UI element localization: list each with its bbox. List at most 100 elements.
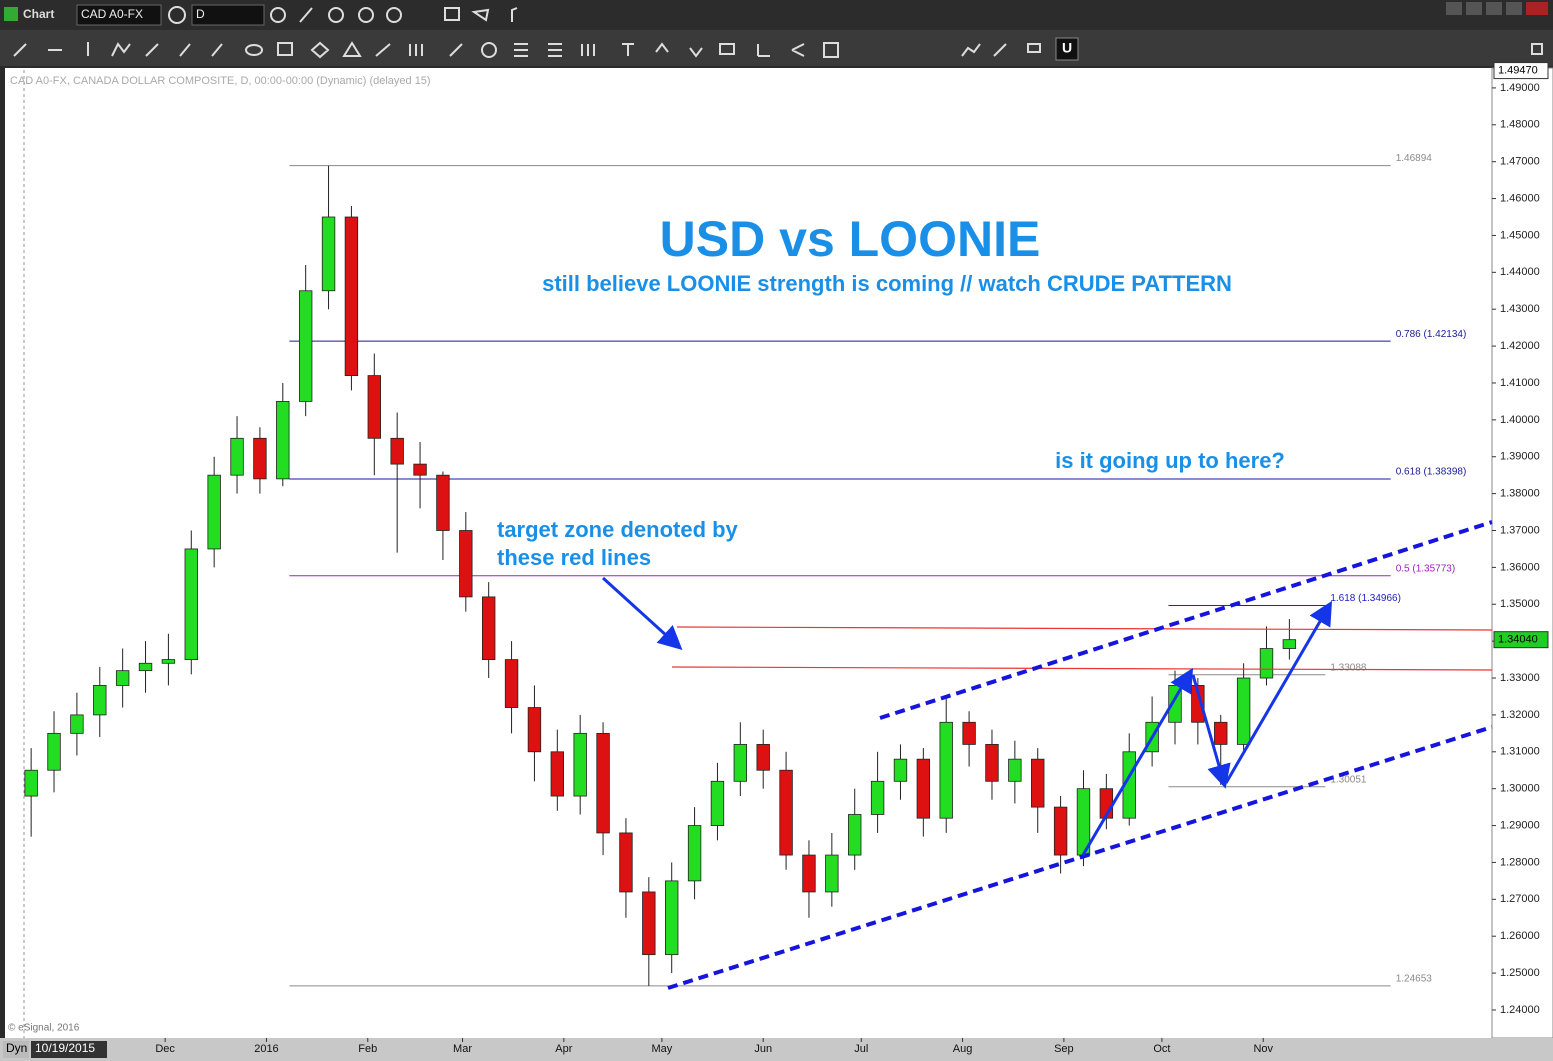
help-button[interactable]: [1446, 2, 1462, 15]
candle-body: [665, 880, 679, 956]
chart-subtitle: still believe LOONIE strength is coming …: [542, 271, 1232, 296]
twitter-button[interactable]: [471, 8, 490, 22]
channel: [667, 520, 1493, 990]
price-marker-label: 1.34040: [1498, 634, 1538, 646]
candle-body: [504, 659, 519, 708]
fib-level-label: 0.786 (1.42134): [1396, 329, 1467, 340]
price-marker: [1493, 62, 1549, 80]
y-tick-label: 1.35000: [1500, 598, 1540, 610]
close-button[interactable]: [1526, 2, 1548, 15]
arrow: [1191, 674, 1231, 789]
x-tick-label: Dec: [155, 1043, 175, 1055]
interval-box[interactable]: [191, 4, 265, 26]
fib-level-label: 1.46894: [1396, 153, 1433, 164]
plot-area: [5, 68, 1492, 1038]
candle-body: [230, 437, 244, 476]
candle-body: [1008, 758, 1022, 782]
fib-level-label: 1.618 (1.34966): [1330, 593, 1401, 604]
price-axis: [1491, 67, 1553, 1039]
candle-body: [184, 548, 198, 660]
candle-body: [138, 662, 153, 672]
symbol[interactable]: CAD A0-FX: [81, 7, 143, 21]
y-tick-label: 1.41000: [1500, 377, 1540, 389]
candle-body: [916, 758, 931, 819]
y-tick-label: 1.38000: [1500, 488, 1540, 500]
window-title: Chart: [23, 7, 54, 21]
candle-body: [962, 721, 976, 745]
candle-body: [413, 463, 427, 476]
mode-label: Dyn: [6, 1041, 27, 1055]
candle-body: [436, 474, 450, 531]
fib-level-label: 1.24653: [1396, 974, 1433, 985]
facebook-button[interactable]: [511, 7, 518, 22]
x-tick-label: 2016: [254, 1043, 278, 1055]
candle-body: [802, 854, 816, 893]
magnet-label: U: [1062, 40, 1072, 56]
comment-button[interactable]: [444, 7, 460, 21]
settings-button[interactable]: [168, 6, 186, 24]
candle-body: [1259, 648, 1274, 679]
symbol-box[interactable]: [76, 4, 162, 26]
price-marker-label: 1.49470: [1498, 64, 1538, 76]
x-tick-label: Aug: [953, 1043, 973, 1055]
fib-level-label: 0.5 (1.35773): [1396, 563, 1456, 574]
price-marker: [1493, 631, 1549, 649]
y-tick-label: 1.32000: [1500, 709, 1540, 721]
candle-body: [893, 758, 908, 782]
target-line: [676, 626, 1493, 631]
y-tick-label: 1.27000: [1500, 893, 1540, 905]
mode-box: [3, 1041, 29, 1058]
candle-body: [344, 216, 359, 376]
candle-body: [985, 744, 999, 782]
candle-body: [619, 832, 633, 893]
candle-body: [321, 216, 336, 292]
zoom-button[interactable]: [386, 7, 402, 23]
refresh-button[interactable]: [328, 7, 344, 23]
y-tick-label: 1.33000: [1500, 672, 1540, 684]
candle-body: [733, 744, 748, 782]
candle-body: [298, 290, 313, 402]
y-tick-label: 1.39000: [1500, 451, 1540, 463]
y-tick-label: 1.44000: [1500, 266, 1540, 278]
pen-button[interactable]: [299, 7, 313, 23]
candle-body: [939, 721, 953, 819]
chart-title: USD vs LOONIE: [660, 211, 1041, 267]
window-controls: [1446, 2, 1548, 15]
candle-body: [1282, 639, 1297, 649]
candle-body: [367, 375, 381, 439]
cursor-date-box: [31, 1041, 107, 1058]
candle-body: [596, 732, 610, 834]
search-button[interactable]: [1466, 2, 1482, 15]
y-tick-label: 1.47000: [1500, 156, 1540, 168]
candle-body: [1214, 721, 1228, 745]
x-tick-label: May: [652, 1043, 673, 1055]
arrow: [601, 576, 683, 651]
interval[interactable]: D: [196, 7, 205, 21]
annotation: these red lines: [497, 545, 651, 570]
y-tick-label: 1.40000: [1500, 414, 1540, 426]
restore-button[interactable]: [1506, 2, 1522, 15]
candle-body: [93, 685, 107, 716]
candle-body: [1236, 677, 1251, 745]
candle-body: [687, 825, 702, 882]
fib-level-label: 0.618 (1.38398): [1396, 467, 1467, 478]
copyright: © eSignal, 2016: [8, 1023, 80, 1034]
y-tick-label: 1.24000: [1500, 1004, 1540, 1016]
fib-level-label: 1.33088: [1330, 662, 1367, 673]
clock-button[interactable]: [270, 7, 286, 23]
y-tick-label: 1.31000: [1500, 746, 1540, 758]
candle-body: [527, 707, 542, 753]
annotation: is it going up to here?: [1055, 448, 1285, 473]
magnet-button[interactable]: [1055, 37, 1079, 61]
candle-body: [870, 780, 885, 815]
candle-body: [848, 814, 862, 856]
candle-body: [573, 732, 587, 797]
candle-body: [1031, 758, 1045, 808]
minimize-button[interactable]: [1486, 2, 1502, 15]
x-tick-label: Jul: [854, 1043, 868, 1055]
play-button[interactable]: [358, 7, 374, 23]
drawing-toolbar: [0, 30, 1553, 66]
y-tick-label: 1.46000: [1500, 192, 1540, 204]
candle-body: [253, 437, 267, 480]
